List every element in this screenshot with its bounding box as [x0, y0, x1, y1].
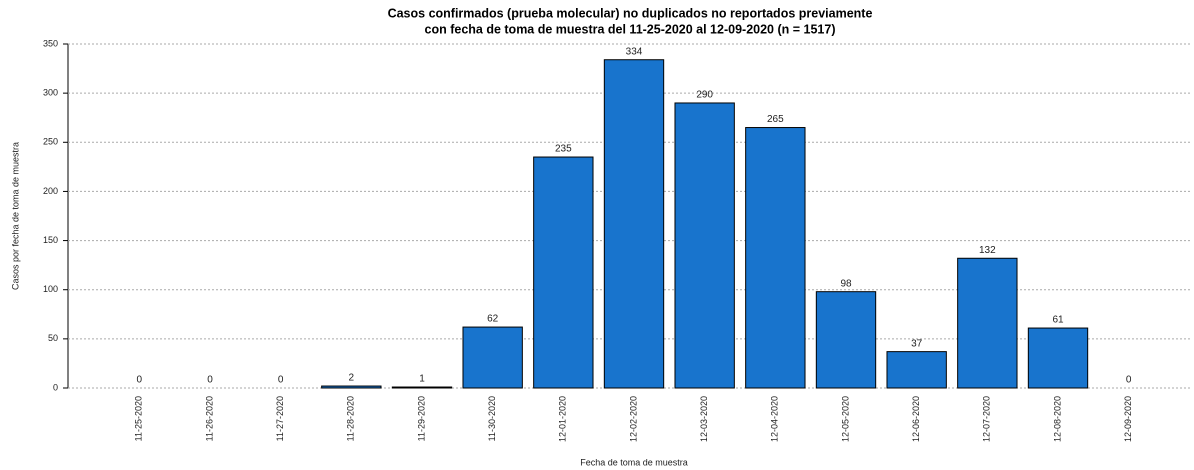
- value-label: 37: [911, 338, 923, 349]
- chart-title: Casos confirmados (prueba molecular) no …: [388, 6, 873, 20]
- y-tick-label: 0: [53, 382, 58, 392]
- bar: [957, 257, 1018, 389]
- y-tick-label: 150: [43, 235, 58, 245]
- bar: [321, 385, 382, 389]
- bar: [1027, 327, 1089, 389]
- bar: [745, 127, 806, 389]
- x-tick-label: 12-04-2020: [770, 396, 780, 442]
- value-label: 235: [555, 144, 572, 155]
- value-label: 0: [137, 375, 143, 386]
- y-tick-label: 250: [43, 137, 58, 147]
- bar: [815, 291, 877, 389]
- value-label: 1: [419, 374, 425, 385]
- x-tick-label: 11-26-2020: [204, 396, 214, 441]
- x-tick-label: 12-08-2020: [1052, 396, 1062, 442]
- x-tick-label: 12-07-2020: [982, 396, 992, 442]
- bar: [886, 351, 947, 389]
- y-tick-label: 200: [43, 186, 58, 196]
- value-label: 0: [207, 375, 213, 386]
- x-tick-label: 12-03-2020: [699, 396, 709, 442]
- y-tick-label: 300: [43, 88, 58, 98]
- value-label: 0: [278, 375, 284, 386]
- x-tick-label: 11-28-2020: [346, 396, 356, 441]
- bar: [533, 156, 594, 389]
- bar: [603, 59, 665, 389]
- x-axis-label: Fecha de toma de muestra: [580, 457, 688, 467]
- x-tick-label: 11-27-2020: [275, 396, 285, 441]
- y-tick-label: 100: [43, 284, 58, 294]
- chart-title: con fecha de toma de muestra del 11-25-2…: [425, 22, 836, 36]
- x-tick-label: 11-29-2020: [416, 396, 426, 441]
- x-tick-label: 12-01-2020: [558, 396, 568, 442]
- value-label: 132: [979, 245, 996, 256]
- y-axis-label: Casos por fecha de toma de muestra: [10, 142, 20, 290]
- x-tick-label: 12-05-2020: [840, 396, 850, 442]
- value-label: 0: [1126, 375, 1132, 386]
- y-tick-label: 350: [43, 38, 58, 48]
- bar: [391, 386, 453, 389]
- bar: [674, 102, 735, 389]
- y-tick-label: 50: [48, 333, 58, 343]
- value-label: 290: [696, 90, 713, 101]
- x-tick-label: 11-30-2020: [487, 396, 497, 441]
- x-tick-label: 12-02-2020: [628, 396, 638, 442]
- value-label: 334: [626, 46, 643, 57]
- value-label: 2: [349, 373, 355, 384]
- value-label: 98: [840, 278, 852, 289]
- bar: [462, 326, 523, 389]
- value-label: 61: [1052, 315, 1064, 326]
- value-label: 265: [767, 114, 784, 125]
- x-tick-label: 12-09-2020: [1123, 396, 1133, 442]
- value-label: 62: [487, 314, 499, 325]
- x-tick-label: 11-25-2020: [134, 396, 144, 441]
- x-tick-label: 12-06-2020: [911, 396, 921, 442]
